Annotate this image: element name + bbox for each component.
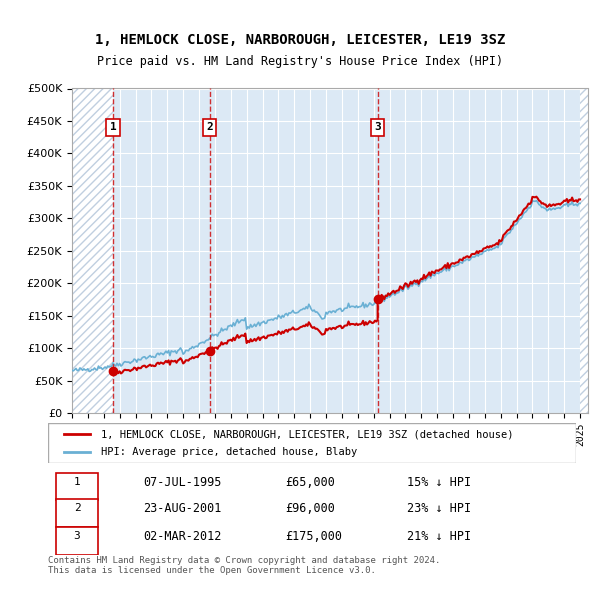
Text: 23% ↓ HPI: 23% ↓ HPI bbox=[407, 502, 471, 515]
Text: 2: 2 bbox=[74, 503, 80, 513]
FancyBboxPatch shape bbox=[48, 423, 576, 463]
Text: 2: 2 bbox=[206, 123, 213, 132]
Text: 23-AUG-2001: 23-AUG-2001 bbox=[143, 502, 221, 515]
Text: £96,000: £96,000 bbox=[286, 502, 335, 515]
Text: 3: 3 bbox=[374, 123, 381, 132]
Text: HPI: Average price, detached house, Blaby: HPI: Average price, detached house, Blab… bbox=[101, 447, 357, 457]
Text: 1: 1 bbox=[110, 123, 116, 132]
Text: £65,000: £65,000 bbox=[286, 476, 335, 489]
Text: 1: 1 bbox=[74, 477, 80, 487]
Text: 21% ↓ HPI: 21% ↓ HPI bbox=[407, 530, 471, 543]
Text: £175,000: £175,000 bbox=[286, 530, 343, 543]
Text: Price paid vs. HM Land Registry's House Price Index (HPI): Price paid vs. HM Land Registry's House … bbox=[97, 55, 503, 68]
Text: 15% ↓ HPI: 15% ↓ HPI bbox=[407, 476, 471, 489]
Text: 3: 3 bbox=[74, 531, 80, 541]
FancyBboxPatch shape bbox=[56, 527, 98, 555]
Bar bbox=[580, 88, 588, 413]
Bar bbox=[72, 88, 113, 413]
Text: 02-MAR-2012: 02-MAR-2012 bbox=[143, 530, 221, 543]
FancyBboxPatch shape bbox=[56, 473, 98, 500]
Text: 07-JUL-1995: 07-JUL-1995 bbox=[143, 476, 221, 489]
FancyBboxPatch shape bbox=[56, 499, 98, 527]
Text: Contains HM Land Registry data © Crown copyright and database right 2024.
This d: Contains HM Land Registry data © Crown c… bbox=[48, 556, 440, 575]
Text: 1, HEMLOCK CLOSE, NARBOROUGH, LEICESTER, LE19 3SZ: 1, HEMLOCK CLOSE, NARBOROUGH, LEICESTER,… bbox=[95, 33, 505, 47]
Text: 1, HEMLOCK CLOSE, NARBOROUGH, LEICESTER, LE19 3SZ (detached house): 1, HEMLOCK CLOSE, NARBOROUGH, LEICESTER,… bbox=[101, 430, 513, 440]
